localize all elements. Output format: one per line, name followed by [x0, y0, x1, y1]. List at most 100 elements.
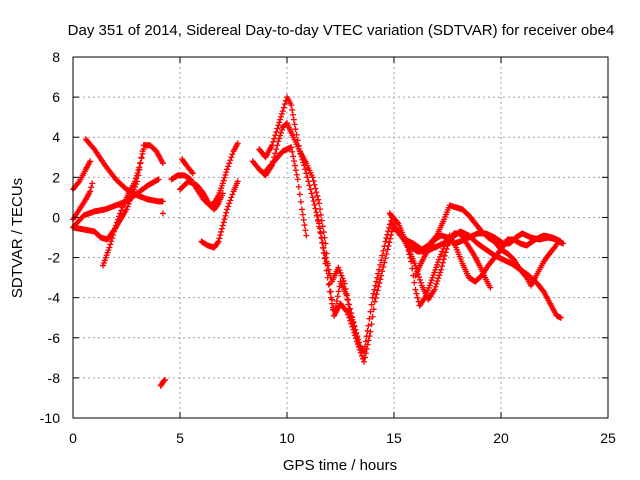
data-point [291, 162, 298, 169]
data-point [135, 167, 142, 174]
data-point [379, 252, 386, 259]
data-point [352, 330, 359, 337]
data-point [351, 322, 358, 329]
data-point [214, 239, 221, 246]
data-point [108, 238, 115, 245]
data-point [223, 209, 230, 216]
data-point [114, 216, 121, 223]
data-point [440, 256, 447, 263]
data-point [335, 264, 342, 271]
data-point [300, 216, 307, 223]
data-point [132, 178, 139, 185]
series-track-j [177, 178, 226, 213]
data-point [219, 180, 226, 187]
data-point [278, 127, 285, 134]
data-point [335, 288, 342, 295]
data-point [292, 126, 299, 133]
data-point [160, 377, 167, 384]
data-point [301, 162, 308, 169]
x-tick-label: 5 [176, 430, 184, 446]
data-point [354, 338, 361, 345]
data-point [306, 182, 313, 189]
data-point [298, 206, 305, 213]
data-point [276, 119, 283, 126]
data-point [129, 189, 136, 196]
data-point [228, 154, 235, 161]
data-point [323, 267, 330, 274]
data-point [298, 153, 305, 160]
data-point [290, 116, 297, 123]
data-point [312, 205, 319, 212]
x-tick-label: 0 [69, 430, 77, 446]
data-point [234, 140, 241, 147]
data-point [188, 168, 195, 175]
data-point [220, 219, 227, 226]
data-point [159, 160, 166, 167]
data-point [377, 276, 384, 283]
data-point [291, 121, 298, 128]
data-point [411, 279, 418, 286]
data-point [218, 225, 225, 232]
data-point [380, 263, 387, 270]
data-point [133, 172, 140, 179]
y-axis-label: SDTVAR / TECUs [9, 178, 26, 298]
data-point [439, 259, 446, 266]
data-point [416, 274, 423, 281]
data-point [372, 282, 379, 289]
data-point [132, 175, 139, 182]
data-point [106, 244, 113, 251]
data-point [227, 157, 234, 164]
data-point [560, 240, 567, 247]
data-point [319, 244, 326, 251]
data-point [275, 122, 282, 129]
data-point [272, 132, 279, 139]
data-point [303, 170, 310, 177]
data-point [432, 283, 439, 290]
data-point [381, 243, 388, 250]
data-point [325, 281, 332, 288]
data-point [309, 174, 316, 181]
data-point [376, 280, 383, 287]
data-point [162, 376, 169, 383]
data-point [349, 314, 356, 321]
series-track-u [412, 230, 560, 279]
data-point [371, 298, 378, 305]
data-point [364, 327, 371, 334]
data-point [218, 228, 225, 235]
data-point [224, 206, 231, 213]
data-point [280, 104, 287, 111]
data-point [291, 158, 298, 165]
data-point [313, 212, 320, 219]
data-point [308, 190, 315, 197]
data-point [438, 266, 445, 273]
data-point [278, 113, 285, 120]
series-track-t [399, 230, 494, 303]
data-point [278, 110, 285, 117]
data-point [441, 252, 448, 259]
data-point [155, 176, 162, 183]
data-point [348, 310, 355, 317]
data-point [338, 272, 345, 279]
series-track-p [313, 212, 361, 345]
data-point [116, 213, 123, 220]
data-point [379, 268, 386, 275]
data-point [371, 286, 378, 293]
data-point [226, 160, 233, 167]
data-point [320, 250, 327, 257]
data-point [367, 308, 374, 315]
data-point [382, 238, 389, 245]
data-point [117, 210, 124, 217]
data-point [281, 101, 288, 108]
data-point [89, 180, 96, 187]
data-point [385, 228, 392, 235]
data-point [386, 239, 393, 246]
chart-title: Day 351 of 2014, Sidereal Day-to-day VTE… [68, 22, 615, 39]
data-point [370, 290, 377, 297]
data-point [439, 248, 446, 255]
data-point [189, 170, 196, 177]
data-point [271, 135, 278, 142]
data-point [159, 210, 166, 217]
data-point [274, 142, 281, 149]
plot-frame [72, 56, 609, 419]
data-point [307, 186, 314, 193]
